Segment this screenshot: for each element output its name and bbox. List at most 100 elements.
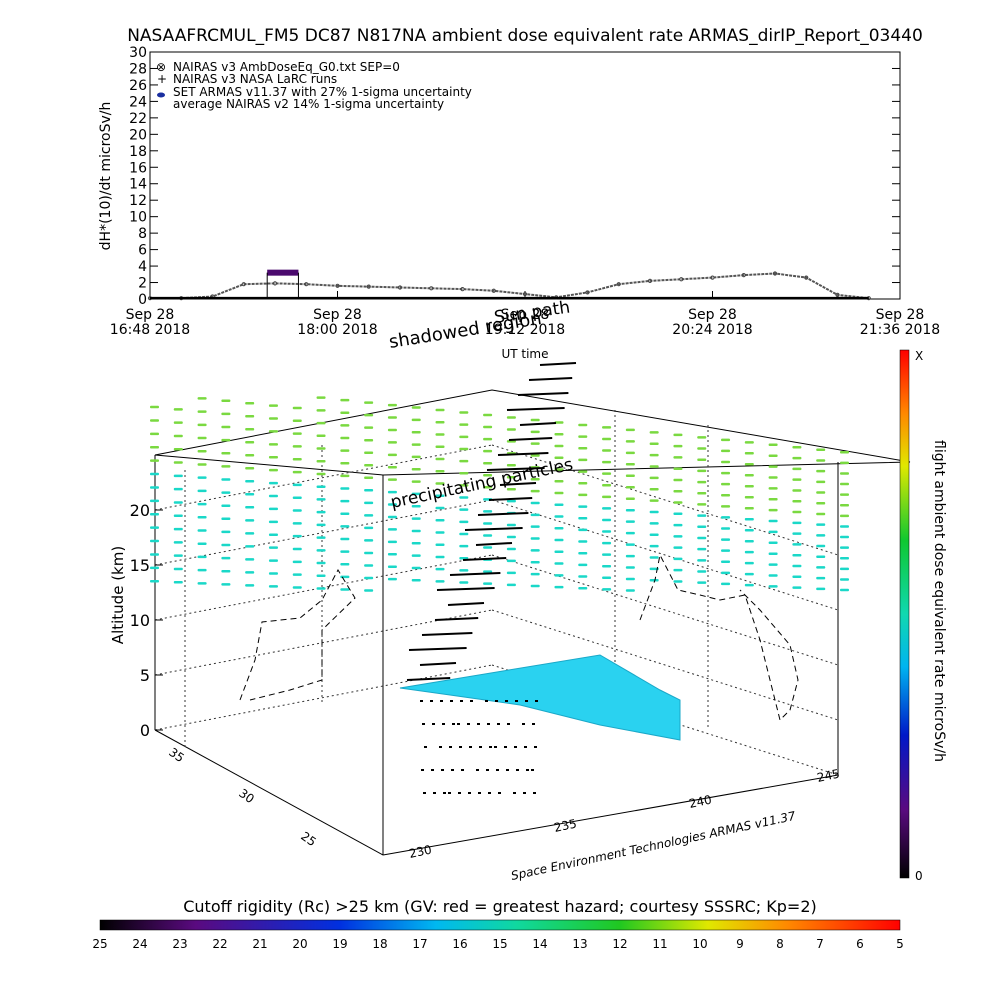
x-tick-label-time: 19:12 2018 [485, 322, 565, 338]
ground-track-dot [443, 792, 446, 794]
particle-mark [221, 399, 231, 403]
particle-mark [173, 408, 183, 411]
particle-mark [411, 406, 421, 409]
rigidity-tick-label: 8 [776, 937, 784, 951]
particle-mark [173, 554, 183, 557]
particle-mark [768, 508, 778, 512]
particle-mark [173, 581, 183, 584]
box-back-grid [154, 410, 839, 776]
rigidity-tick-label: 18 [372, 937, 387, 951]
particle-mark [364, 501, 374, 505]
particle-mark [221, 583, 231, 586]
nairas-v3-point [804, 275, 809, 280]
particle-mark [602, 553, 612, 556]
latitude-tick-label: 30 [236, 786, 257, 806]
ground-track-dot [497, 723, 500, 725]
ground-track-dot [460, 700, 463, 702]
particle-mark [554, 574, 564, 577]
particle-mark [292, 458, 302, 461]
particle-mark [150, 432, 159, 436]
particle-mark [673, 478, 683, 482]
particle-mark [197, 397, 207, 400]
y-tick-label: 2 [138, 276, 147, 292]
ground-track-dot [486, 769, 489, 771]
particle-mark [649, 544, 659, 548]
particle-mark [316, 498, 326, 501]
particle-mark [721, 460, 731, 464]
particle-mark [768, 552, 778, 555]
particle-mark [483, 570, 493, 573]
particle-mark [602, 472, 612, 475]
particle-mark [578, 482, 588, 485]
particle-mark [292, 419, 302, 423]
particle-mark [697, 503, 707, 506]
projection-curves [239, 553, 799, 721]
nairas-v3-point [272, 281, 278, 286]
particle-mark [816, 502, 826, 505]
particle-mark [816, 448, 826, 452]
x-tick-label-date: Sep 28 [876, 307, 925, 323]
particle-mark [340, 588, 350, 591]
particle-mark [197, 568, 207, 572]
track-segment [519, 422, 557, 426]
particle-mark [173, 567, 183, 571]
track-segment [462, 557, 507, 561]
particle-mark [483, 449, 493, 453]
particle-mark [340, 525, 350, 528]
dose-colorbar-bottom-label: 0 [915, 869, 923, 883]
particle-mark [435, 421, 445, 424]
particle-mark [792, 456, 802, 460]
particle-mark [792, 521, 802, 525]
particle-mark [602, 437, 612, 441]
particle-mark [721, 571, 731, 575]
particle-mark [387, 540, 397, 544]
particle-mark [435, 518, 445, 522]
particle-mark [411, 468, 421, 471]
particle-mark [792, 467, 802, 471]
particle-mark [292, 586, 302, 589]
track-segment [486, 467, 545, 471]
particle-mark [483, 461, 493, 465]
particle-mark [530, 430, 540, 434]
rigidity-tick-label: 6 [856, 937, 864, 951]
ground-track-dot [461, 769, 464, 771]
y-tick-label: 0 [138, 292, 147, 308]
particle-mark [150, 405, 159, 409]
particle-mark [673, 580, 683, 583]
particle-mark [316, 587, 326, 590]
particle-mark [816, 459, 826, 462]
particle-mark [221, 569, 231, 573]
particle-mark [578, 493, 588, 497]
particle-mark [602, 530, 612, 533]
particle-mark [625, 543, 635, 546]
particle-mark [840, 472, 849, 475]
ground-track-dot [441, 769, 444, 771]
particle-mark [530, 549, 540, 552]
particle-mark [840, 588, 849, 592]
particle-mark [268, 507, 278, 511]
particle-mark [221, 556, 231, 560]
y-tick-label: 4 [138, 259, 147, 275]
nairas-v3-point [647, 278, 653, 283]
particle-mark [744, 496, 754, 499]
particle-mark [150, 486, 159, 489]
particle-mark [578, 435, 588, 438]
particle-mark [625, 474, 635, 478]
particle-mark [792, 553, 802, 557]
particle-mark [340, 512, 350, 516]
particle-mark [245, 467, 255, 470]
particle-mark [649, 431, 659, 434]
ground-track-dot [516, 769, 519, 771]
particle-mark [197, 450, 207, 453]
particle-mark [530, 442, 540, 445]
ground-track-dot [506, 769, 509, 771]
particle-mark [221, 543, 231, 547]
particle-mark [744, 485, 754, 488]
particle-mark [625, 463, 635, 466]
particle-mark [364, 576, 374, 580]
particle-mark [673, 433, 683, 437]
particle-mark [768, 443, 778, 447]
track-segment [475, 542, 513, 546]
particle-mark [292, 432, 302, 435]
particle-mark [364, 464, 374, 467]
